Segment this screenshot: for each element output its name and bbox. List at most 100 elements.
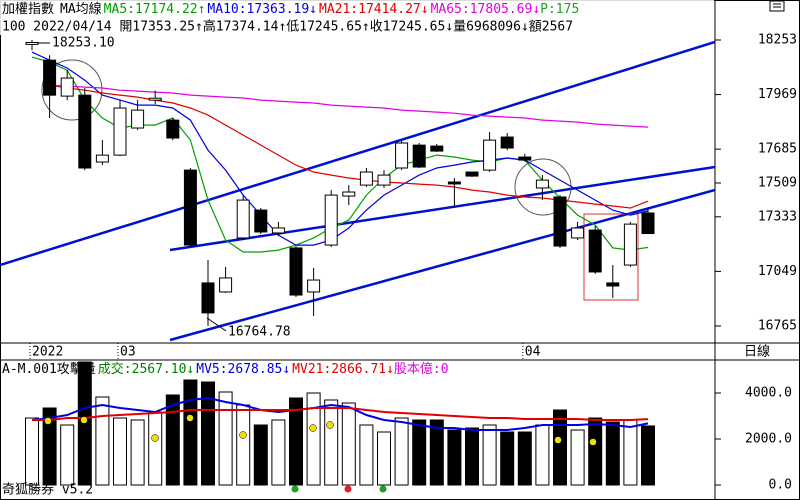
price-layer bbox=[0, 39, 715, 342]
ma-line bbox=[31, 396, 649, 431]
signal-dot bbox=[309, 424, 317, 432]
candle-body bbox=[131, 109, 145, 129]
ma-line bbox=[31, 51, 649, 246]
legend: MA5:17174.22↑ MA10:17363.19↓ MA21:17414.27… bbox=[104, 2, 540, 17]
candle-body bbox=[271, 227, 285, 234]
y-tick-label: 17685 bbox=[758, 142, 797, 157]
truncated-label: P:175 bbox=[540, 2, 579, 17]
x-tick-label: 04 bbox=[525, 345, 541, 360]
highlight-box bbox=[583, 213, 639, 301]
volume-bar bbox=[306, 392, 321, 486]
chart-subtitle: MA均線 bbox=[60, 1, 102, 17]
volume-bar bbox=[289, 397, 303, 486]
candle-body bbox=[377, 174, 391, 186]
volume-bar bbox=[394, 417, 409, 486]
volume-bar bbox=[201, 381, 215, 486]
volume-header: A-M.001攻擊量 成交:2567.10↓ MV5:2678.85↓ MV21:28… bbox=[2, 361, 449, 377]
candle-body bbox=[219, 277, 233, 293]
volume-bar bbox=[517, 431, 532, 486]
menu-icon[interactable] bbox=[769, 0, 785, 12]
candle-body bbox=[535, 179, 549, 189]
candle-body bbox=[307, 279, 321, 293]
footer: 奇狐勝券 v5.2 bbox=[2, 482, 93, 498]
highlight-circle bbox=[41, 59, 103, 121]
legend-entry: MV21:2866.71↓ bbox=[292, 362, 394, 377]
volume-bar bbox=[641, 425, 655, 486]
high-annotation: 18253.10 bbox=[52, 36, 115, 51]
candle-body bbox=[395, 142, 409, 169]
legend-entry: MA21:17414.27↓ bbox=[319, 2, 429, 17]
candle-body bbox=[518, 156, 532, 161]
y-tick-label: 17969 bbox=[758, 87, 797, 102]
y-tick-label: 4000.0 bbox=[745, 386, 792, 401]
volume-bar bbox=[570, 429, 585, 486]
y-tick-label: 0.0 bbox=[769, 477, 792, 492]
volume-bar bbox=[95, 396, 110, 486]
candle-body bbox=[324, 194, 338, 246]
candle-body bbox=[289, 247, 303, 296]
y-tick-label: 17333 bbox=[758, 209, 797, 224]
candle-body bbox=[588, 229, 602, 273]
volume-bar bbox=[271, 419, 286, 486]
volume-bar bbox=[605, 421, 620, 486]
legend-entry: MA65:17805.69↓ bbox=[431, 2, 541, 17]
signal-dot bbox=[589, 438, 597, 446]
candle-body bbox=[60, 77, 74, 97]
candle-body bbox=[166, 119, 180, 139]
candle-body bbox=[430, 145, 444, 152]
y-tick-label: 17049 bbox=[758, 264, 797, 279]
signal-dot bbox=[291, 485, 299, 493]
volume-bar bbox=[447, 429, 462, 486]
legend-entry: 成交:2567.10↓ bbox=[98, 361, 194, 377]
signal-dot bbox=[239, 431, 247, 439]
volume-title: A-M.001攻擊量 bbox=[2, 361, 96, 377]
volume-bar bbox=[130, 419, 145, 486]
candle-body bbox=[553, 196, 567, 247]
y-tick-label: 18253 bbox=[758, 32, 797, 47]
volume-bar bbox=[429, 419, 444, 486]
legend-entry: MV5:2678.85↓ bbox=[196, 362, 290, 377]
candle-body bbox=[641, 212, 655, 235]
volume-bar bbox=[165, 394, 180, 486]
annotation-leader bbox=[206, 317, 227, 332]
header-bg bbox=[0, 0, 714, 35]
volume-bar bbox=[183, 379, 198, 486]
chart-title: 加權指數 bbox=[2, 2, 54, 17]
volume-bar bbox=[553, 409, 567, 486]
candle-body bbox=[359, 171, 373, 186]
legend-entry: MA10:17363.19↓ bbox=[207, 2, 317, 17]
candle-body bbox=[606, 282, 620, 287]
signal-dot bbox=[344, 485, 352, 493]
candle-body bbox=[25, 41, 39, 45]
volume-bar bbox=[623, 419, 638, 486]
period-label[interactable]: 日線 bbox=[744, 344, 770, 360]
y-tick-label: 16765 bbox=[758, 318, 797, 333]
candle-body bbox=[43, 59, 57, 96]
signal-dot bbox=[186, 414, 194, 422]
signal-dot bbox=[554, 436, 562, 444]
trend-line bbox=[169, 165, 715, 252]
volume-bar bbox=[465, 427, 479, 486]
signal-dot bbox=[80, 416, 88, 424]
ma-line bbox=[32, 407, 649, 421]
volume-bar bbox=[324, 399, 339, 486]
volume-bar bbox=[236, 404, 251, 486]
volume-bar bbox=[42, 407, 57, 486]
volume-bar bbox=[113, 417, 127, 486]
volume-bar bbox=[218, 391, 233, 486]
candle-body bbox=[500, 136, 514, 149]
candle-body bbox=[342, 191, 356, 197]
extra-label: 股本億:0 bbox=[394, 361, 449, 377]
volume-bar bbox=[500, 431, 515, 486]
candle-body bbox=[183, 169, 197, 246]
signal-dot bbox=[326, 421, 334, 429]
volume-bar bbox=[25, 417, 39, 486]
volume-bar bbox=[148, 411, 163, 486]
candle-body bbox=[571, 227, 585, 239]
legend: 成交:2567.10↓ MV5:2678.85↓ MV21:2866.71↓ bbox=[98, 361, 394, 377]
volume-bar bbox=[341, 402, 356, 486]
volume-bar bbox=[482, 424, 497, 486]
header-row: 加權指數 MA均線 MA5:17174.22↑ MA10:17363.19↓ MA21:… bbox=[2, 1, 579, 17]
candle-body bbox=[623, 223, 637, 266]
